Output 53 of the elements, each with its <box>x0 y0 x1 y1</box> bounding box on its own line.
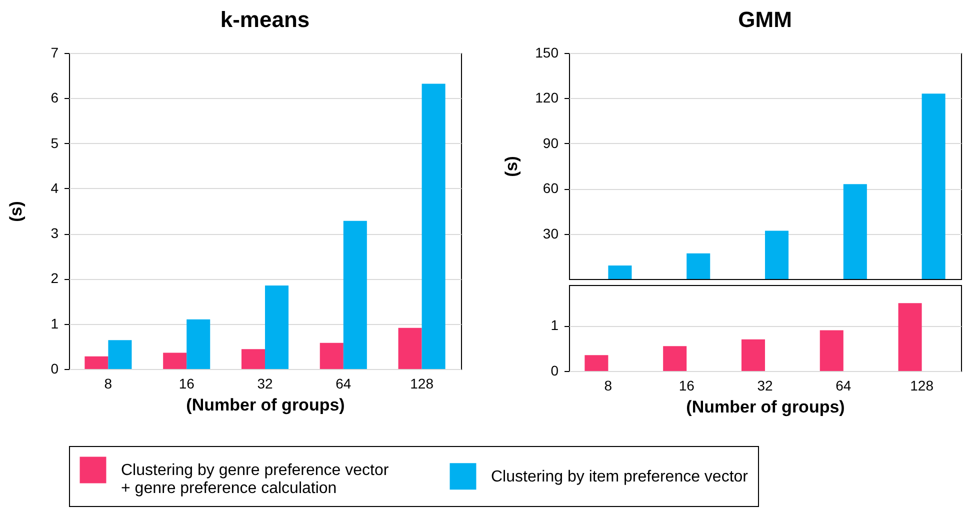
x-tick-label: 32 <box>757 378 773 394</box>
legend-label: Clustering by item preference vector <box>491 468 749 486</box>
x-tick-label: 8 <box>104 376 112 392</box>
x-tick-label: 16 <box>178 376 195 392</box>
bar <box>922 94 946 279</box>
bar <box>584 355 608 371</box>
x-tick-label: 8 <box>604 378 612 394</box>
y-tick-label: 1 <box>50 315 59 332</box>
bar <box>686 253 710 279</box>
x-tick-label: 64 <box>836 378 852 394</box>
x-tick-label: 128 <box>410 376 434 392</box>
bar <box>843 184 867 279</box>
bar <box>765 230 789 279</box>
bar <box>741 339 765 371</box>
y-tick-label: 60 <box>542 180 559 196</box>
chart-title: k-means <box>220 7 310 32</box>
x-tick-label: 128 <box>910 378 934 394</box>
bar <box>84 356 108 369</box>
bar <box>163 352 187 369</box>
y-tick-label: 7 <box>50 44 59 60</box>
bar <box>663 346 687 371</box>
y-tick-label: 1 <box>550 317 559 334</box>
y-tick-label: 5 <box>50 134 59 151</box>
x-axis-title: (Number of groups) <box>186 396 345 414</box>
bar <box>398 328 422 369</box>
y-tick-label: 2 <box>50 270 59 286</box>
legend-label: Clustering by genre preference vector + genre preference calculation <box>121 462 390 497</box>
y-tick-label: 6 <box>50 90 59 106</box>
y-tick-label: 150 <box>535 44 559 60</box>
y-tick-label: 4 <box>50 180 59 196</box>
bar <box>608 265 632 279</box>
bar <box>343 220 367 369</box>
y-tick-label: 120 <box>535 90 559 106</box>
y-axis-title: (s) <box>502 156 522 177</box>
x-tick-label: 64 <box>336 376 352 392</box>
x-tick-label: 16 <box>678 378 695 394</box>
bar <box>898 303 922 371</box>
bar <box>320 342 344 369</box>
x-axis-title: (Number of groups) <box>686 398 845 416</box>
bar <box>422 84 446 369</box>
y-axis-title: (s) <box>6 201 26 222</box>
y-tick-label: 0 <box>550 362 559 378</box>
bar <box>186 319 210 369</box>
bar <box>241 349 265 369</box>
bar <box>265 285 289 369</box>
chart-title: GMM <box>738 7 792 32</box>
bar <box>820 330 844 371</box>
y-tick-label: 3 <box>50 225 59 242</box>
y-tick-label: 0 <box>50 360 59 376</box>
y-tick-label: 30 <box>542 225 559 242</box>
bar <box>108 340 132 369</box>
x-tick-label: 32 <box>257 376 273 392</box>
y-tick-label: 90 <box>542 134 559 151</box>
